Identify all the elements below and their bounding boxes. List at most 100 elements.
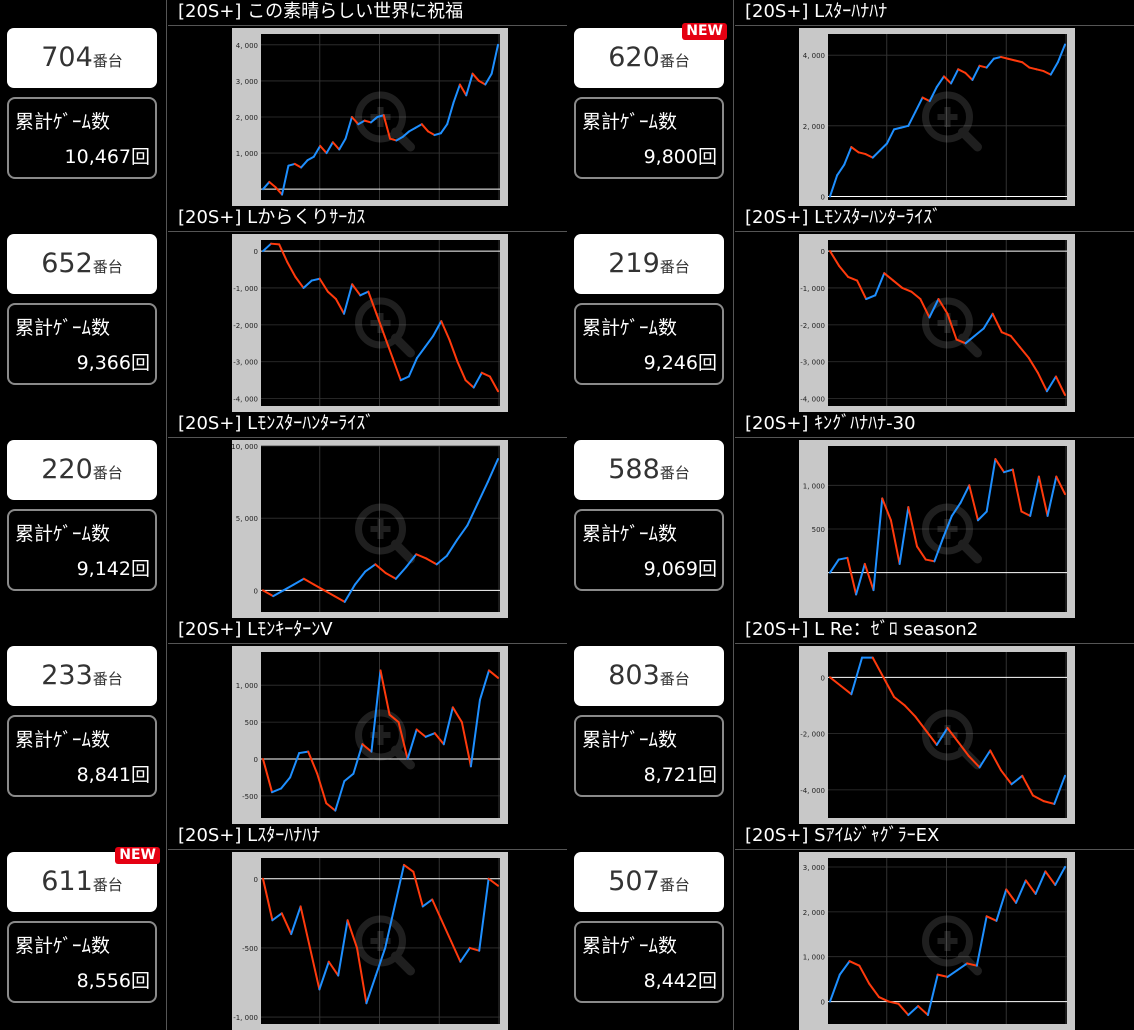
series-segment [871,656,885,679]
slump-graph[interactable]: 0 5, 000 10, 000 [232,440,508,618]
series-segment [458,83,468,97]
machine-title[interactable]: [20S+] Lﾓﾝｽﾀｰﾊﾝﾀｰﾗｲｽﾞ [168,412,567,438]
series-segment [957,741,970,758]
series-segment [950,68,960,85]
series-segment [935,726,949,746]
machine-title[interactable]: [20S+] この素晴らしい世界に祝福 [168,0,567,26]
series-segment [1021,61,1031,69]
column-divider [166,618,167,824]
machine-card[interactable]: [20S+] Lからくりｻｰｶｽ 652番台 累計ｹﾞｰﾑ数 9,366回 0 -… [0,206,567,412]
total-games-label: 累計ｹﾞｰﾑ数 [582,523,678,545]
graph-svg: 0 -1, 000 -2, 000 -3, 000 -4, 000 [800,240,1067,406]
machine-number-button[interactable]: 507番台 [574,852,724,912]
series-segment [309,946,321,991]
series-segment [856,279,868,301]
series-segment [427,130,436,137]
slump-graph[interactable]: 0 2, 000 4, 000 [799,28,1075,206]
total-games-label: 累計ｹﾞｰﾑ数 [582,317,678,339]
series-segment [488,375,499,393]
series-segment [967,755,981,769]
machine-number-button[interactable]: 219番台 [574,234,724,294]
machine-number-button[interactable]: 220番台 [7,440,157,500]
plot-area [828,858,1067,1024]
slump-graph[interactable]: 500 1, 000 [799,440,1075,618]
machine-title[interactable]: [20S+] ｷﾝｸﾞﾊﾅﾊﾅ-30 [735,412,1134,438]
slump-graph[interactable]: 0 -500 -1, 000 [232,852,508,1030]
machine-card[interactable]: [20S+] L Re：ｾﾞﾛ season2 803番台 累計ｹﾞｰﾑ数 8,… [567,618,1134,824]
machine-card[interactable]: [20S+] この素晴らしい世界に祝福 704番台 累計ｹﾞｰﾑ数 10,467… [0,0,567,206]
series-segment [1010,774,1024,786]
machine-card[interactable]: [20S+] Lｽﾀｰﾊﾅﾊﾅ 611番台 NEW 累計ｹﾞｰﾑ数 8,556回… [0,824,567,1030]
series-segment [829,174,839,198]
series-segment [343,283,354,315]
series-segment [1021,774,1034,797]
total-games-label: 累計ｹﾞｰﾑ数 [582,729,678,751]
machine-number-button[interactable]: 620番台 NEW [574,23,727,88]
series-segment [935,75,945,88]
total-games-label: 累計ｹﾞｰﾑ数 [15,317,111,339]
machine-unit: 番台 [92,876,123,894]
plot-area [261,652,500,818]
series-segment [262,180,271,191]
machine-number-button[interactable]: 233番台 [7,646,157,706]
series-segment [343,583,356,603]
series-segment [910,290,922,301]
slump-graph[interactable]: 0 -1, 000 -2, 000 -3, 000 -4, 000 [799,234,1075,412]
machine-number-button[interactable]: 652番台 [7,234,157,294]
machine-title[interactable]: [20S+] Lﾓﾝｽﾀｰﾊﾝﾀｰﾗｲｽﾞ [735,206,1134,232]
series-segment [361,743,373,753]
machine-number-button[interactable]: 588番台 [574,440,724,500]
series-segment [313,583,326,592]
series-segment [836,163,846,177]
series-segment [374,946,387,977]
machine-number-button[interactable]: 611番台 NEW [7,847,160,912]
slump-graph[interactable]: 0 1, 000 2, 000 3, 000 [799,852,1075,1030]
series-segment [352,743,364,775]
series-segment [346,919,358,949]
machine-title[interactable]: [20S+] Lｽﾀｰﾊﾅﾊﾅ [168,824,567,850]
series-segment [858,964,871,985]
series-segment [469,698,481,768]
series-segment [394,566,408,580]
y-tick-label: -4, 000 [233,396,258,404]
series-segment [907,506,919,548]
series-segment [382,114,392,140]
series-segment [393,863,405,908]
series-segment [848,960,861,967]
machine-number-button[interactable]: 704番台 [7,28,157,88]
machine-title[interactable]: [20S+] Lｽﾀｰﾊﾅﾊﾅ [735,0,1134,26]
series-segment [292,577,305,586]
series-segment [946,969,959,978]
series-segment [280,912,293,936]
machine-number-button[interactable]: 803番台 [574,646,724,706]
slump-graph[interactable]: 0 500 1, 000 -500 [232,646,508,824]
machine-unit: 番台 [659,52,690,70]
machine-card[interactable]: [20S+] Lﾓﾝｽﾀｰﾊﾝﾀｰﾗｲｽﾞ 219番台 累計ｹﾞｰﾑ数 9,24… [567,206,1134,412]
series-segment [937,298,949,315]
machine-card[interactable]: [20S+] Lﾓﾝｽﾀｰﾊﾝﾀｰﾗｲｽﾞ 220番台 累計ｹﾞｰﾑ数 9,14… [0,412,567,618]
slump-graph[interactable]: 0 -1, 000 -2, 000 -3, 000 -4, 000 [232,234,508,412]
machine-card[interactable]: [20S+] Lｽﾀｰﾊﾅﾊﾅ 620番台 NEW 累計ｹﾞｰﾑ数 9,800回… [567,0,1134,206]
machine-unit: 番台 [659,464,690,482]
machine-card[interactable]: [20S+] ｷﾝｸﾞﾊﾅﾊﾅ-30 588番台 累計ｹﾞｰﾑ数 9,069回 … [567,412,1134,618]
series-segment [289,752,301,779]
series-segment [262,757,274,794]
series-segment [863,562,875,592]
machine-title[interactable]: [20S+] LﾓﾝｷｰﾀｰﾝⅤ [168,618,567,644]
series-segment [307,750,319,775]
machine-title[interactable]: [20S+] SｱｲﾑｼﾞｬｸﾞﾗｰEX [735,824,1134,850]
series-segment [451,706,463,724]
series-segment [298,750,310,755]
slump-graph[interactable]: 1, 000 2, 000 3, 000 4, 000 [232,28,508,206]
machine-card[interactable]: [20S+] LﾓﾝｷｰﾀｰﾝⅤ 233番台 累計ｹﾞｰﾑ数 8,841回 0 5… [0,618,567,824]
series-segment [268,180,277,189]
machine-card[interactable]: [20S+] SｱｲﾑｼﾞｬｸﾞﾗｰEX 507番台 累計ｹﾞｰﾑ数 8,442… [567,824,1134,1030]
machine-title[interactable]: [20S+] L Re：ｾﾞﾛ season2 [735,618,1134,644]
series-segment [478,877,490,952]
series-segment [1034,870,1047,895]
series-segment [942,75,953,85]
series-segment [914,96,924,113]
machine-title[interactable]: [20S+] Lからくりｻｰｶｽ [168,206,567,232]
series-segment [982,312,994,330]
slump-graph[interactable]: 0 -2, 000 -4, 000 [799,646,1075,824]
